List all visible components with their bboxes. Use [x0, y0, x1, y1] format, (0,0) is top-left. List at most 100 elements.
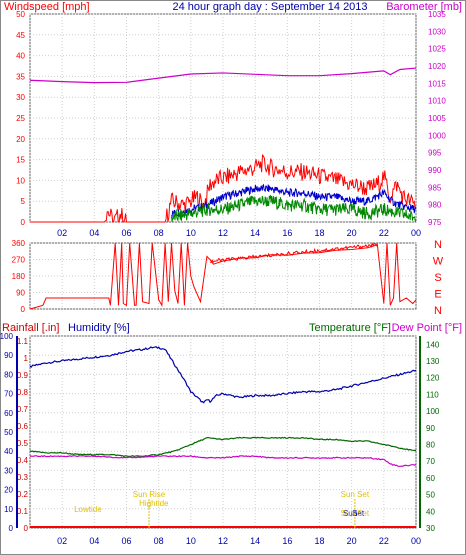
- wind-x-tick-label: 20: [347, 228, 357, 238]
- event-label: Set: [352, 509, 365, 518]
- rain-y-tick-label: 1: [24, 354, 29, 363]
- temperature-y-tick-label: 100: [426, 407, 440, 416]
- temperature-y-tick-label: 110: [426, 390, 439, 399]
- wind-y-tick-label: 25: [16, 114, 25, 123]
- temperature-y-tick-label: 40: [426, 507, 435, 516]
- wind-direction-series-line: [29, 242, 417, 310]
- wind-y-tick-label: 10: [16, 176, 25, 185]
- temperature-y-tick-label: 60: [426, 474, 435, 483]
- temperature-y-tick-label: 130: [426, 357, 440, 366]
- rain-y-tick-label: 1.1: [17, 337, 29, 346]
- barometer-y-tick-label: 985: [428, 183, 442, 192]
- humidity-x-tick-label: 06: [121, 536, 131, 546]
- barometer-y-tick-label: 1010: [428, 97, 446, 106]
- wind-x-tick-label: 14: [250, 228, 260, 238]
- wind-low-series-line: [171, 195, 416, 223]
- wind-speed-series-line: [30, 154, 416, 223]
- rain-y-tick-label: 0.5: [17, 439, 29, 448]
- humidity-y-tick-label: 50: [4, 428, 13, 437]
- event-label: Sun Rise: [133, 490, 166, 499]
- direction-y-tick-label: 90: [16, 289, 25, 298]
- rain-y-tick-label: 0.8: [17, 388, 29, 397]
- humidity-x-tick-label: 16: [282, 536, 292, 546]
- wind-x-tick-label: 04: [89, 228, 99, 238]
- temperature-y-tick-label: 80: [426, 441, 435, 450]
- graph-title: 24 hour graph day : September 14 2013: [172, 1, 367, 13]
- wind-y-tick-label: 15: [16, 156, 25, 165]
- humidity-x-tick-label: 20: [347, 536, 357, 546]
- rain-y-tick-label: 0.1: [17, 507, 29, 516]
- humidity-x-tick-label: 10: [186, 536, 196, 546]
- barometer-y-tick-label: 995: [428, 149, 442, 158]
- direction-compass-label: N: [434, 239, 442, 251]
- barometer-y-tick-label: 1005: [428, 114, 446, 123]
- barometer-y-tick-label: 980: [428, 201, 442, 210]
- direction-y-tick-label: 270: [12, 256, 26, 265]
- barometer-y-tick-label: 1020: [428, 62, 446, 71]
- humidity-y-tick-label: 80: [4, 370, 13, 379]
- barometer-y-tick-label: 1035: [428, 10, 446, 19]
- wind-x-tick-label: 12: [218, 228, 228, 238]
- direction-y-tick-label: 180: [12, 272, 26, 281]
- humidity-x-tick-label: 08: [154, 536, 164, 546]
- direction-compass-label: N: [434, 305, 442, 317]
- rain-y-tick-label: 0.4: [17, 456, 29, 465]
- wind-y-tick-label: 5: [21, 197, 26, 206]
- rain-y-tick-label: 0: [24, 524, 29, 533]
- wind-y-tick-label: 30: [16, 93, 25, 102]
- humidity-y-tick-label: 70: [4, 390, 13, 399]
- wind-y-tick-label: 45: [16, 31, 25, 40]
- temperature-y-tick-label: 90: [426, 424, 435, 433]
- temperature-y-tick-label: 140: [426, 340, 440, 349]
- wind-x-tick-label: 22: [379, 228, 389, 238]
- temperature-y-tick-label: 30: [426, 524, 435, 533]
- wind-x-tick-label: 06: [121, 228, 131, 238]
- rainfall-label: Rainfall [.in]: [2, 322, 59, 334]
- event-label: Sun Set: [341, 509, 370, 518]
- barometer-y-tick-label: 1025: [428, 45, 446, 54]
- event-label: Sun Set: [341, 490, 370, 499]
- wind-y-tick-label: 40: [16, 52, 25, 61]
- humidity-x-tick-label: 12: [218, 536, 228, 546]
- direction-compass-label: W: [433, 256, 444, 268]
- rain-y-tick-label: 0.3: [17, 473, 29, 482]
- temperature-y-tick-label: 120: [426, 374, 440, 383]
- humidity-y-tick-label: 90: [4, 351, 13, 360]
- barometer-label: Barometer [mb]: [386, 1, 462, 13]
- direction-compass-label: E: [434, 289, 441, 301]
- event-label: Sun: [343, 509, 357, 518]
- windspeed-label: Windspeed [mph]: [4, 1, 90, 13]
- dewpoint-label: Dew Point [°F]: [392, 322, 462, 334]
- rain-y-tick-label: 0.6: [17, 422, 29, 431]
- temperature-label: Temperature [°F]: [309, 322, 391, 334]
- wind-direction-jitter-line: [210, 242, 378, 264]
- wind-y-tick-label: 50: [16, 10, 25, 19]
- wind-x-tick-label: 16: [282, 228, 292, 238]
- barometer-y-tick-label: 975: [428, 218, 442, 227]
- wind-y-tick-label: 35: [16, 72, 25, 81]
- humidity-x-tick-label: 22: [379, 536, 389, 546]
- wind-average-series-line: [171, 183, 417, 218]
- barometer-series-line: [29, 67, 417, 84]
- temperature-y-tick-label: 70: [426, 457, 435, 466]
- event-label: Lowtide: [74, 505, 102, 514]
- humidity-series-line: [29, 346, 417, 404]
- wind-barometer-panel: 0510152025303540455097598098599099510001…: [16, 10, 446, 238]
- humidity-x-tick-label: 18: [314, 536, 324, 546]
- dewpoint-series-line: [30, 455, 417, 467]
- humidity-temperature-panel: 010203040506070809010000.10.20.30.40.50.…: [0, 332, 440, 546]
- wind-x-tick-label: 02: [57, 228, 67, 238]
- rain-y-tick-label: 0.2: [17, 490, 29, 499]
- direction-y-tick-label: 0: [21, 305, 26, 314]
- wind-x-tick-label: 18: [314, 228, 324, 238]
- wind-x-tick-label: 10: [186, 228, 196, 238]
- humidity-y-tick-label: 60: [4, 409, 13, 418]
- barometer-y-tick-label: 1030: [428, 27, 446, 36]
- humidity-y-tick-label: 10: [4, 505, 13, 514]
- humidity-x-tick-label: 02: [57, 536, 67, 546]
- direction-compass-label: S: [434, 272, 441, 284]
- wind-y-tick-label: 0: [21, 218, 26, 227]
- event-label: Hightide: [139, 499, 169, 508]
